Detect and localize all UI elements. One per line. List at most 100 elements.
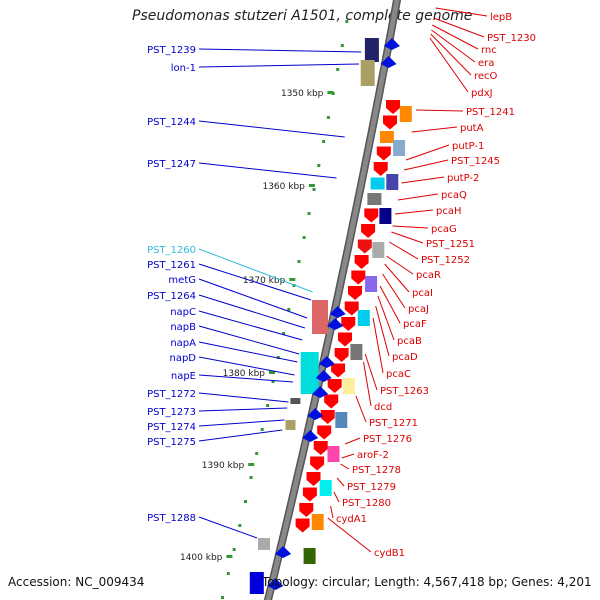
- backbone-layer: [263, 0, 402, 600]
- gene-arrow: [320, 410, 335, 424]
- left-gene-label: napC: [170, 307, 196, 318]
- right-leader-line: [330, 505, 334, 519]
- track-dot: [266, 404, 270, 407]
- track-dot: [297, 260, 301, 263]
- inner-gene-arrow: [329, 306, 346, 318]
- right-gene-label: pcaI: [412, 288, 433, 299]
- right-leader-line: [344, 437, 361, 445]
- inner-gene-arrow: [302, 430, 319, 442]
- right-gene-label: PST_1245: [451, 156, 500, 167]
- right-leader-line: [431, 29, 476, 63]
- track-dot: [322, 140, 326, 143]
- inner-gene-box: [312, 300, 328, 334]
- gene-arrow: [317, 425, 332, 440]
- track-dot: [221, 596, 224, 599]
- gene-arrow: [302, 487, 317, 502]
- gene-arrow: [324, 394, 339, 409]
- left-gene-label: napA: [170, 338, 196, 349]
- right-gene-label: PST_1263: [380, 386, 429, 397]
- right-leader-line: [327, 517, 372, 553]
- left-gene-label: PST_1288: [147, 513, 196, 524]
- right-gene-label: dcd: [374, 402, 392, 413]
- kbp-tick-mark: [327, 91, 334, 94]
- gene-arrow: [348, 286, 362, 300]
- right-leader-line: [405, 144, 450, 161]
- left-gene-label: PST_1274: [147, 422, 196, 433]
- right-gene-label: PST_1230: [487, 33, 536, 44]
- gene-arrow: [354, 255, 369, 269]
- inner-gene-box: [290, 398, 301, 404]
- left-gene-label: metG: [168, 275, 196, 286]
- left-leader-line: [198, 120, 345, 138]
- gene-arrow: [341, 317, 356, 331]
- gene-arrow: [338, 332, 352, 347]
- left-leader-line: [198, 356, 295, 376]
- gene-arrow: [383, 115, 397, 130]
- right-leader-line: [411, 126, 458, 133]
- left-leader-line: [198, 429, 283, 442]
- left-leader-line: [198, 419, 285, 427]
- right-leader-line: [375, 305, 390, 357]
- right-gene-label: PST_1276: [363, 434, 412, 445]
- left-gene-label: PST_1272: [147, 389, 196, 400]
- left-leader-line: [198, 341, 298, 363]
- left-gene-label: PST_1275: [147, 437, 196, 448]
- gene-arrow: [334, 348, 349, 362]
- right-leader-line: [341, 453, 355, 459]
- gene-box: [370, 177, 385, 190]
- left-leader-line: [198, 48, 362, 53]
- gene-block: [393, 140, 406, 156]
- right-leader-line: [382, 273, 406, 309]
- left-leader-line: [198, 63, 360, 68]
- right-gene-label: cydB1: [374, 548, 405, 559]
- inner-gene-arrow: [307, 408, 324, 420]
- right-leader-line: [415, 109, 464, 112]
- left-leader-line: [198, 325, 300, 355]
- right-leader-line: [397, 193, 439, 201]
- left-leader-line: [198, 392, 289, 403]
- right-leader-line: [386, 255, 414, 275]
- inner-gene-box: [285, 420, 296, 430]
- left-gene-label: PST_1261: [147, 260, 196, 271]
- right-leader-line: [389, 241, 419, 260]
- left-gene-label: napE: [171, 371, 196, 382]
- gene-arrow: [306, 472, 321, 486]
- kbp-tick-label: 1370 kbp: [243, 276, 286, 286]
- gene-block: [399, 106, 412, 122]
- right-gene-label: pcaB: [397, 336, 422, 347]
- right-gene-label: pcaR: [416, 270, 441, 281]
- right-gene-label: PST_1280: [342, 498, 391, 509]
- inner-gene-arrow: [315, 370, 332, 382]
- left-leader-line: [198, 374, 294, 383]
- right-gene-label: recO: [474, 71, 498, 82]
- right-gene-label: rnc: [481, 45, 497, 56]
- right-leader-line: [435, 7, 488, 17]
- right-gene-label: PST_1278: [352, 465, 401, 476]
- right-leader-line: [432, 24, 479, 50]
- right-gene-label: PST_1251: [426, 239, 475, 250]
- right-gene-label: pcaQ: [441, 190, 467, 201]
- right-leader-line: [391, 231, 424, 244]
- track-dot: [260, 428, 264, 431]
- track-dot: [255, 452, 259, 455]
- backbone-arc: [265, 0, 400, 600]
- kbp-tick-mark: [308, 184, 315, 187]
- track-dot: [287, 308, 291, 311]
- topology-text: Topology: circular; Length: 4,567,418 bp…: [262, 575, 592, 589]
- track-dot: [326, 116, 330, 119]
- right-gene-label: pcaH: [436, 206, 462, 217]
- inner-gene-box: [249, 572, 264, 594]
- gene-block: [342, 378, 355, 394]
- right-gene-label: putP-1: [452, 141, 484, 152]
- right-gene-label: pcaD: [392, 352, 418, 363]
- inner-gene-box: [360, 60, 375, 86]
- right-gene-label: pcaG: [431, 224, 457, 235]
- gene-arrow: [364, 208, 379, 223]
- gene-arrow: [327, 379, 342, 393]
- track-dot: [282, 332, 286, 335]
- right-gene-label: PST_1271: [369, 418, 418, 429]
- right-leader-line: [401, 176, 445, 184]
- track-dot: [232, 548, 236, 551]
- track-dot: [336, 68, 340, 71]
- right-gene-label: lepB: [490, 12, 512, 23]
